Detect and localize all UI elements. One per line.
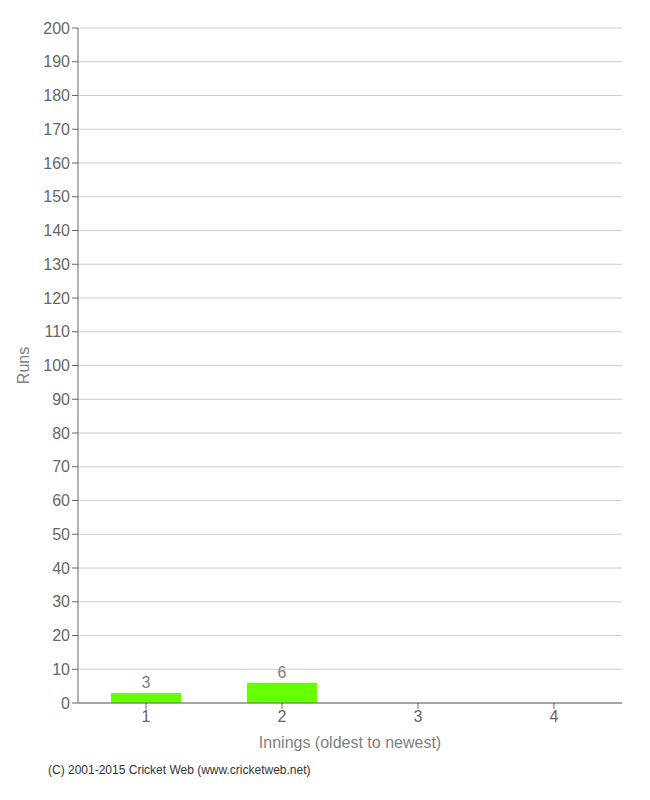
svg-text:Innings (oldest to newest): Innings (oldest to newest) [259, 734, 441, 751]
svg-text:140: 140 [43, 222, 70, 239]
svg-text:1: 1 [142, 708, 151, 725]
svg-text:3: 3 [142, 674, 151, 691]
svg-text:90: 90 [52, 391, 70, 408]
svg-text:180: 180 [43, 87, 70, 104]
svg-text:200: 200 [43, 20, 70, 37]
svg-text:Runs: Runs [15, 347, 32, 384]
svg-text:170: 170 [43, 121, 70, 138]
svg-text:0: 0 [61, 695, 70, 712]
svg-text:50: 50 [52, 526, 70, 543]
svg-text:100: 100 [43, 357, 70, 374]
svg-text:60: 60 [52, 492, 70, 509]
svg-text:80: 80 [52, 425, 70, 442]
svg-text:3: 3 [414, 708, 423, 725]
svg-text:30: 30 [52, 593, 70, 610]
svg-text:10: 10 [52, 661, 70, 678]
svg-text:120: 120 [43, 290, 70, 307]
svg-text:20: 20 [52, 627, 70, 644]
svg-text:150: 150 [43, 188, 70, 205]
svg-text:70: 70 [52, 458, 70, 475]
html-text:(C) 2001-2015 Cricket Web (www: (C) 2001-2015 Cricket Web (www.cricketwe… [48, 763, 311, 777]
svg-text:2: 2 [278, 708, 287, 725]
svg-text:110: 110 [44, 323, 70, 340]
svg-text:160: 160 [43, 155, 70, 172]
svg-text:40: 40 [52, 560, 70, 577]
svg-text:6: 6 [278, 664, 287, 681]
svg-text:130: 130 [43, 256, 70, 273]
svg-text:4: 4 [550, 708, 559, 725]
svg-text:190: 190 [43, 53, 70, 70]
